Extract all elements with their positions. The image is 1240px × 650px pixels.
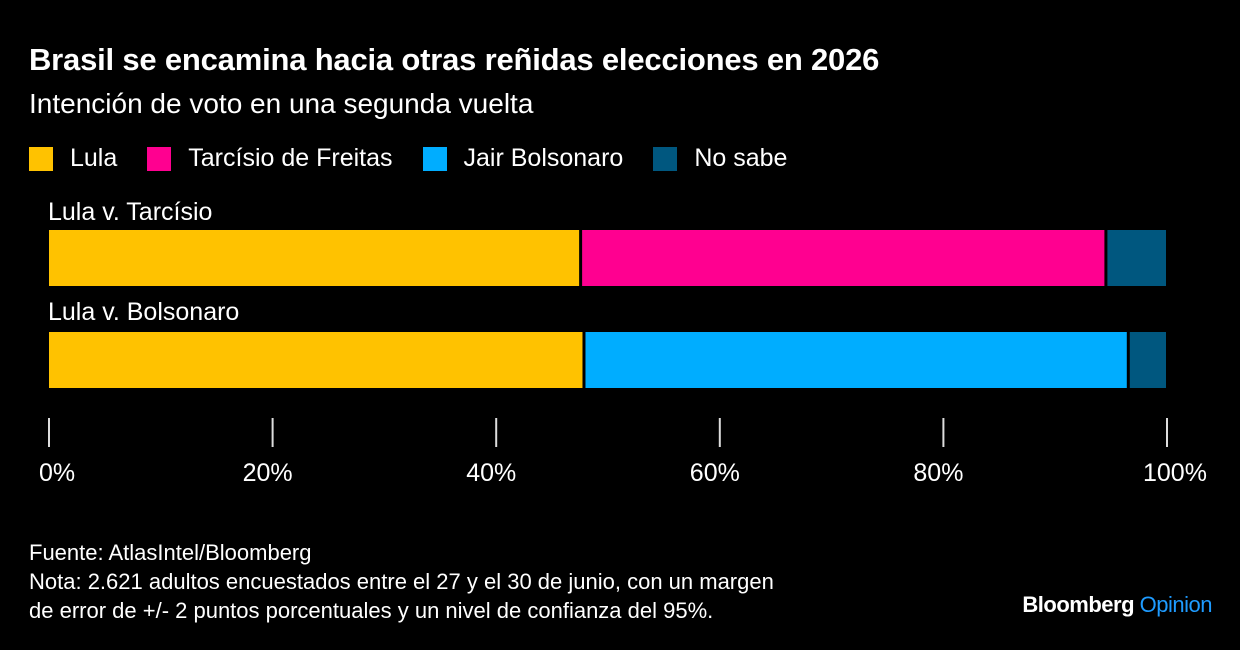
category-label: Lula v. Bolsonaro: [48, 298, 240, 326]
legend-item-tarcisio: Tarcísio de Freitas: [147, 144, 393, 173]
brand-suffix: Opinion: [1139, 592, 1213, 617]
legend-label: Tarcísio de Freitas: [188, 144, 393, 172]
category-label: Lula v. Tarcísio: [48, 198, 213, 226]
bar-segment-no-sabe: [1129, 332, 1166, 388]
legend-swatch: [653, 146, 678, 171]
legend-label: Jair Bolsonaro: [463, 144, 624, 172]
legend-swatch: [147, 146, 172, 171]
legend-item-bolsonaro: Jair Bolsonaro: [422, 144, 624, 173]
legend-label: No sabe: [694, 144, 788, 172]
footnote: de error de +/- 2 puntos porcentuales y …: [29, 598, 714, 623]
source-note: Fuente: AtlasIntel/Bloomberg: [29, 540, 312, 565]
bloomberg-opinion-logo: Bloomberg Opinion: [1022, 592, 1212, 618]
x-tick-label: 20%: [243, 459, 293, 487]
bar-segment-lula: [49, 230, 580, 286]
footer: Fuente: AtlasIntel/Bloomberg Nota: 2.621…: [29, 538, 774, 625]
chart-subtitle: Intención de voto en una segunda vuelta: [29, 88, 534, 119]
legend-swatch: [29, 146, 53, 171]
brand-name: Bloomberg: [1022, 592, 1135, 617]
x-tick-label: 60%: [690, 459, 740, 487]
bar-segment-tarc-sio-de-freitas: [582, 230, 1105, 286]
bar-segment-jair-bolsonaro: [585, 332, 1127, 388]
x-tick-label: 40%: [466, 459, 516, 487]
legend-item-no-sabe: No sabe: [653, 144, 787, 173]
legend-swatch: [422, 146, 447, 171]
footnote: Nota: 2.621 adultos encuestados entre el…: [29, 569, 774, 594]
x-tick-label: 100%: [1143, 459, 1207, 487]
legend-label: Lula: [70, 144, 118, 172]
x-tick-label: 0%: [39, 459, 75, 487]
legend: Lula Tarcísio de Freitas Jair Bolsonaro …: [29, 144, 817, 173]
bar-segment-no-sabe: [1107, 230, 1166, 286]
legend-item-lula: Lula: [29, 144, 117, 173]
x-tick-label: 80%: [913, 459, 963, 487]
chart-title: Brasil se encamina hacia otras reñidas e…: [29, 42, 880, 77]
bar-segment-lula: [49, 332, 583, 388]
